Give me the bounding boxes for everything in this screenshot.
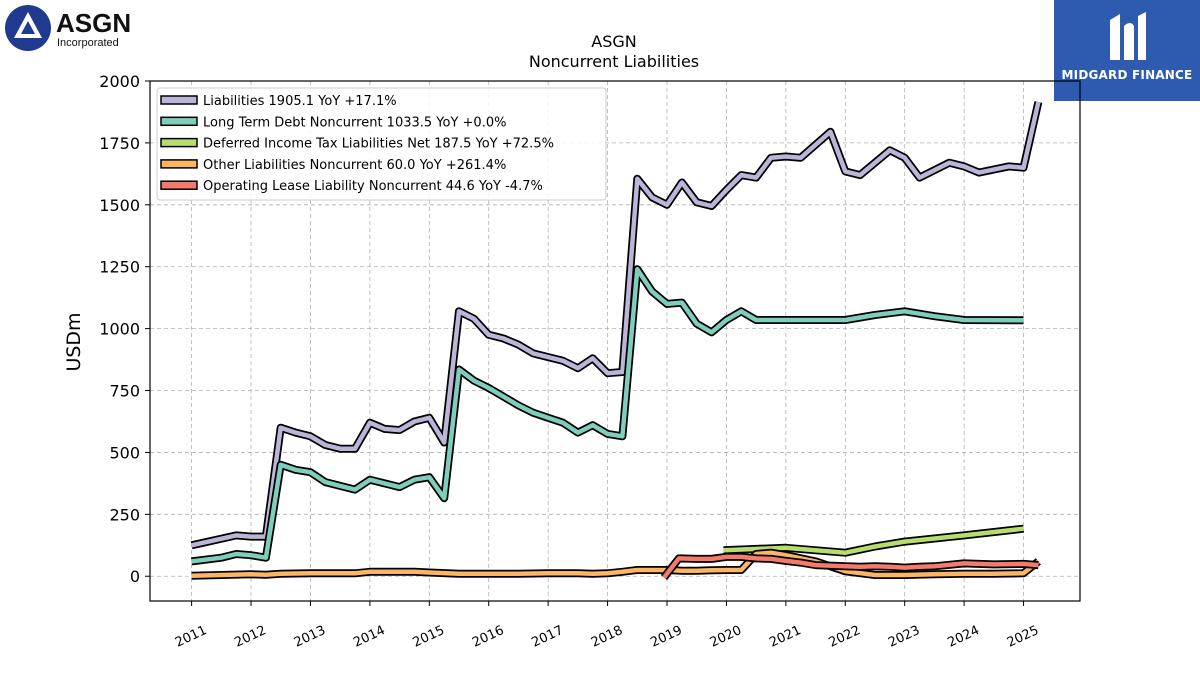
legend-entry: Operating Lease Liability Noncurrent 44.… [203, 179, 543, 194]
x-tick-label: 2022 [827, 623, 863, 651]
legend-swatch [160, 137, 198, 148]
asgn-logo-name: ASGN [56, 8, 131, 38]
x-tick-label: 2011 [173, 623, 209, 651]
y-axis: 0 250 500 750 1000 1250 1500 1750 2000 [99, 72, 150, 586]
series-line-liabilities [191, 101, 1041, 548]
x-tick-label: 2018 [589, 623, 625, 651]
x-tick-label: 2020 [708, 623, 744, 651]
legend: Liabilities 1905.1 YoY +17.1% Long Term D… [156, 87, 607, 201]
y-tick-label: 1250 [99, 258, 140, 277]
y-tick-label: 250 [109, 505, 140, 524]
legend-swatch [160, 95, 198, 105]
y-tick-label: 1500 [99, 196, 140, 215]
midgard-emblem-icon [1110, 12, 1146, 60]
x-tick-label: 2012 [232, 623, 268, 651]
x-tick-label: 2015 [411, 623, 447, 651]
y-tick-label: 2000 [99, 72, 140, 91]
y-tick-label: 750 [109, 382, 140, 401]
y-tick-label: 500 [109, 443, 140, 462]
series-layer [190, 101, 1043, 580]
series-line-operating-lease-liability-noncurrent [662, 554, 1039, 579]
x-tick-label: 2014 [351, 623, 387, 651]
x-tick-label: 2023 [886, 623, 922, 651]
x-axis: 2011 2012 2013 2014 2015 2016 2017 2018 2019 2020… [173, 601, 1041, 651]
x-tick-label: 2025 [1005, 623, 1041, 651]
x-tick-label: 2013 [292, 623, 328, 651]
legend-entry: Deferred Income Tax Liabilities Net 187.… [203, 137, 554, 152]
legend-entry: Long Term Debt Noncurrent 1033.5 YoY +0.… [203, 115, 506, 130]
chart-subtitle: Noncurrent Liabilities [529, 52, 699, 71]
chart-title: ASGN [591, 32, 636, 51]
series-line-deferred-income-tax-liabilities-net [723, 526, 1024, 555]
x-tick-label: 2021 [767, 623, 803, 651]
x-tick-label: 2017 [530, 623, 566, 651]
plot-frame [149, 80, 1081, 602]
legend-swatch [160, 116, 198, 127]
legend-box [156, 87, 607, 201]
y-tick-label: 0 [130, 567, 140, 586]
midgard-finance-name: MIDGARD FINANCE [1061, 68, 1193, 82]
legend-entry: Liabilities 1905.1 YoY +17.1% [203, 94, 397, 109]
x-tick-label: 2016 [470, 623, 506, 651]
legend-entry: Other Liabilities Noncurrent 60.0 YoY +2… [203, 158, 506, 173]
y-tick-label: 1750 [99, 134, 140, 153]
midgard-finance-logo: MIDGARD FINANCE [1054, 0, 1200, 101]
series-line-long-term-debt-noncurrent [191, 266, 1024, 564]
y-tick-label: 1000 [99, 320, 140, 339]
legend-swatch [160, 159, 198, 169]
y-axis-label: USDm [63, 312, 85, 371]
x-tick-label: 2019 [648, 623, 684, 651]
legend-swatch [160, 180, 198, 190]
asgn-logo: ASGN Incorporated [5, 5, 131, 51]
asgn-logo-subtitle: Incorporated [57, 37, 119, 49]
x-tick-label: 2024 [945, 623, 981, 651]
